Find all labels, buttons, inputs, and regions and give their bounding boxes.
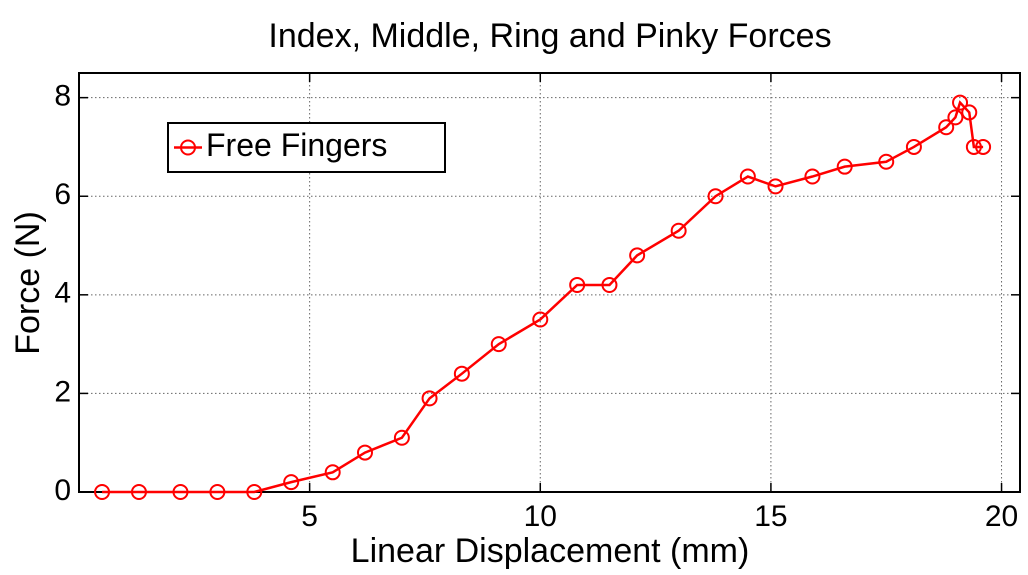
chart-title: Index, Middle, Ring and Pinky Forces	[268, 17, 831, 55]
data-point	[393, 429, 410, 446]
data-point	[975, 138, 992, 155]
x-tick-label: 10	[524, 500, 557, 533]
y-tick-label: 6	[54, 178, 71, 211]
legend-label: Free Fingers	[206, 127, 387, 163]
data-point	[94, 484, 111, 500]
x-tick-label: 20	[985, 500, 1018, 533]
data-point	[569, 276, 586, 293]
y-tick-label: 0	[54, 474, 71, 507]
y-tick-label: 4	[54, 277, 71, 310]
data-point	[490, 336, 507, 353]
data-point	[836, 158, 853, 175]
data-point	[453, 365, 470, 382]
data-point	[961, 104, 978, 121]
data-point	[707, 188, 724, 205]
data-point	[938, 119, 955, 136]
data-point	[878, 153, 895, 170]
y-axis-label: Force (N)	[9, 211, 47, 355]
x-axis-label: Linear Displacement (mm)	[351, 532, 750, 570]
data-point	[905, 138, 922, 155]
data-point	[767, 178, 784, 195]
data-point	[739, 168, 756, 185]
data-point	[356, 444, 373, 461]
data-point	[246, 484, 263, 500]
data-point	[947, 109, 964, 126]
data-point	[130, 484, 147, 500]
data-point	[601, 276, 618, 293]
data-point	[172, 484, 189, 500]
data-point	[532, 311, 549, 328]
y-tick-label: 2	[54, 375, 71, 408]
data-point	[965, 138, 982, 155]
legend-box	[167, 122, 446, 173]
data-point	[629, 247, 646, 264]
data-point	[209, 484, 226, 500]
data-point	[952, 94, 969, 111]
legend-marker	[180, 139, 196, 156]
data-point	[324, 464, 341, 481]
data-point	[804, 168, 821, 185]
plot-frame	[78, 72, 1021, 493]
data-point	[283, 474, 300, 491]
legend: Free Fingers	[167, 122, 446, 173]
data-point	[421, 390, 438, 407]
x-tick-label: 5	[301, 500, 318, 533]
data-point	[670, 222, 687, 239]
y-tick-label: 8	[54, 80, 71, 113]
x-tick-label: 15	[754, 500, 787, 533]
